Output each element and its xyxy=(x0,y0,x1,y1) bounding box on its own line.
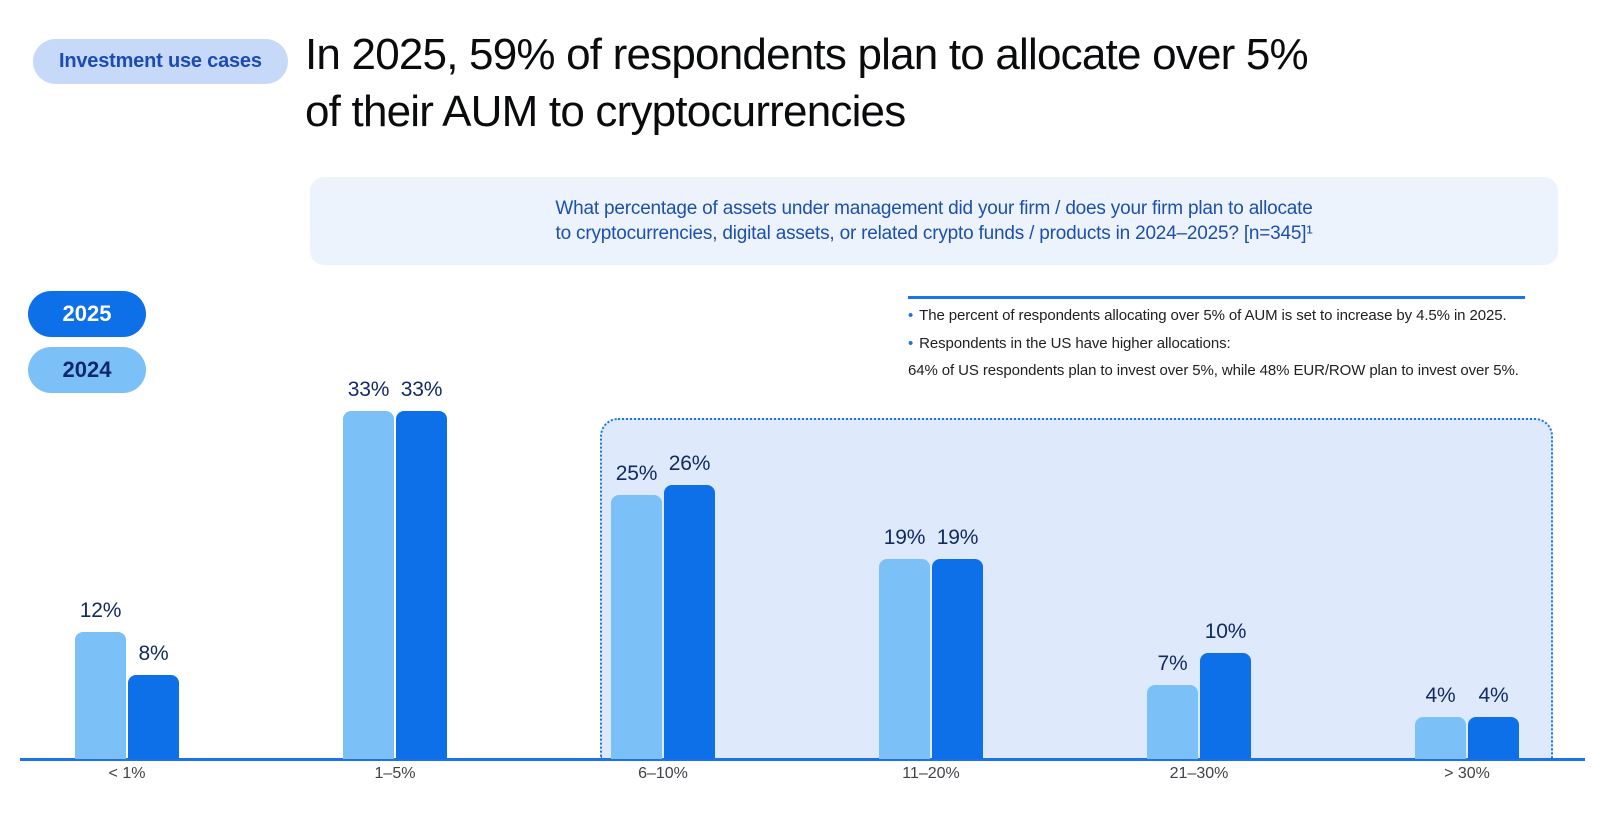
bar-2025-group-1 xyxy=(396,411,447,759)
bar-2025-group-0 xyxy=(128,675,179,759)
bullet-icon: • xyxy=(908,334,914,352)
bar-2024-group-4 xyxy=(1147,685,1198,759)
legend-pill-2024-label: 2024 xyxy=(62,357,112,382)
bar-2024-group-5 xyxy=(1415,717,1466,759)
survey-question-box: What percentage of assets under manageme… xyxy=(310,177,1558,265)
legend-pill-2024: 2024 xyxy=(28,347,146,393)
x-axis-line xyxy=(20,758,1585,761)
bar-value-label-2025-group-4: 10% xyxy=(1204,620,1247,643)
section-badge-label: Investment use cases xyxy=(59,50,262,72)
bar-value-label-2025-group-3: 19% xyxy=(936,526,979,549)
bar-value-label-2025-group-5: 4% xyxy=(1478,684,1509,707)
section-badge: Investment use cases xyxy=(33,39,288,84)
over-5-percent-highlight-region xyxy=(600,418,1553,759)
category-label-1: 1–5% xyxy=(374,765,416,782)
annotation-line-2: • Respondents in the US have higher alloc… xyxy=(908,334,1231,352)
bar-value-label-2024-group-2: 25% xyxy=(615,462,658,485)
bullet-icon: • xyxy=(908,307,914,324)
category-label-4: 21–30% xyxy=(1169,765,1229,782)
bar-2024-group-0 xyxy=(75,632,126,759)
bar-value-label-2024-group-0: 12% xyxy=(79,599,122,622)
survey-question-line-1: What percentage of assets under manageme… xyxy=(555,198,1313,219)
bar-2025-group-4 xyxy=(1200,653,1251,759)
category-label-3: 11–20% xyxy=(902,765,960,782)
bar-2025-group-2 xyxy=(664,485,715,759)
category-label-5: > 30% xyxy=(1444,765,1490,782)
bar-value-label-2024-group-1: 33% xyxy=(347,378,390,401)
bar-value-label-2025-group-2: 26% xyxy=(668,452,711,475)
bar-2024-group-3 xyxy=(879,559,930,759)
page-title: In 2025, 59% of respondents plan to allo… xyxy=(305,26,1575,140)
legend-pill-2025-label: 2025 xyxy=(62,301,112,326)
bar-value-label-2025-group-1: 33% xyxy=(400,378,443,401)
page-title-line-2: of their AUM to cryptocurrencies xyxy=(305,87,906,136)
annotation-line-1: • The percent of respondents allocating o… xyxy=(908,307,1507,324)
annotation-divider-line xyxy=(908,296,1525,299)
page-title-line-1: In 2025, 59% of respondents plan to allo… xyxy=(305,30,1309,79)
annotation-notes: • The percent of respondents allocating o… xyxy=(908,302,1568,385)
bar-value-label-2025-group-0: 8% xyxy=(138,642,169,665)
annotation-line-3: 64% of US respondents plan to invest ove… xyxy=(908,362,1519,379)
legend-pill-2025: 2025 xyxy=(28,291,146,337)
bar-2024-group-1 xyxy=(343,411,394,759)
bar-value-label-2024-group-4: 7% xyxy=(1157,652,1188,675)
bar-2025-group-3 xyxy=(932,559,983,759)
category-label-0: < 1% xyxy=(108,765,146,782)
category-label-2: 6–10% xyxy=(638,765,688,782)
bar-value-label-2024-group-5: 4% xyxy=(1425,684,1456,707)
bar-2024-group-2 xyxy=(611,495,662,759)
survey-question-line-2: to cryptocurrencies, digital assets, or … xyxy=(555,223,1313,244)
bar-2025-group-5 xyxy=(1468,717,1519,759)
bar-value-label-2024-group-3: 19% xyxy=(883,526,926,549)
